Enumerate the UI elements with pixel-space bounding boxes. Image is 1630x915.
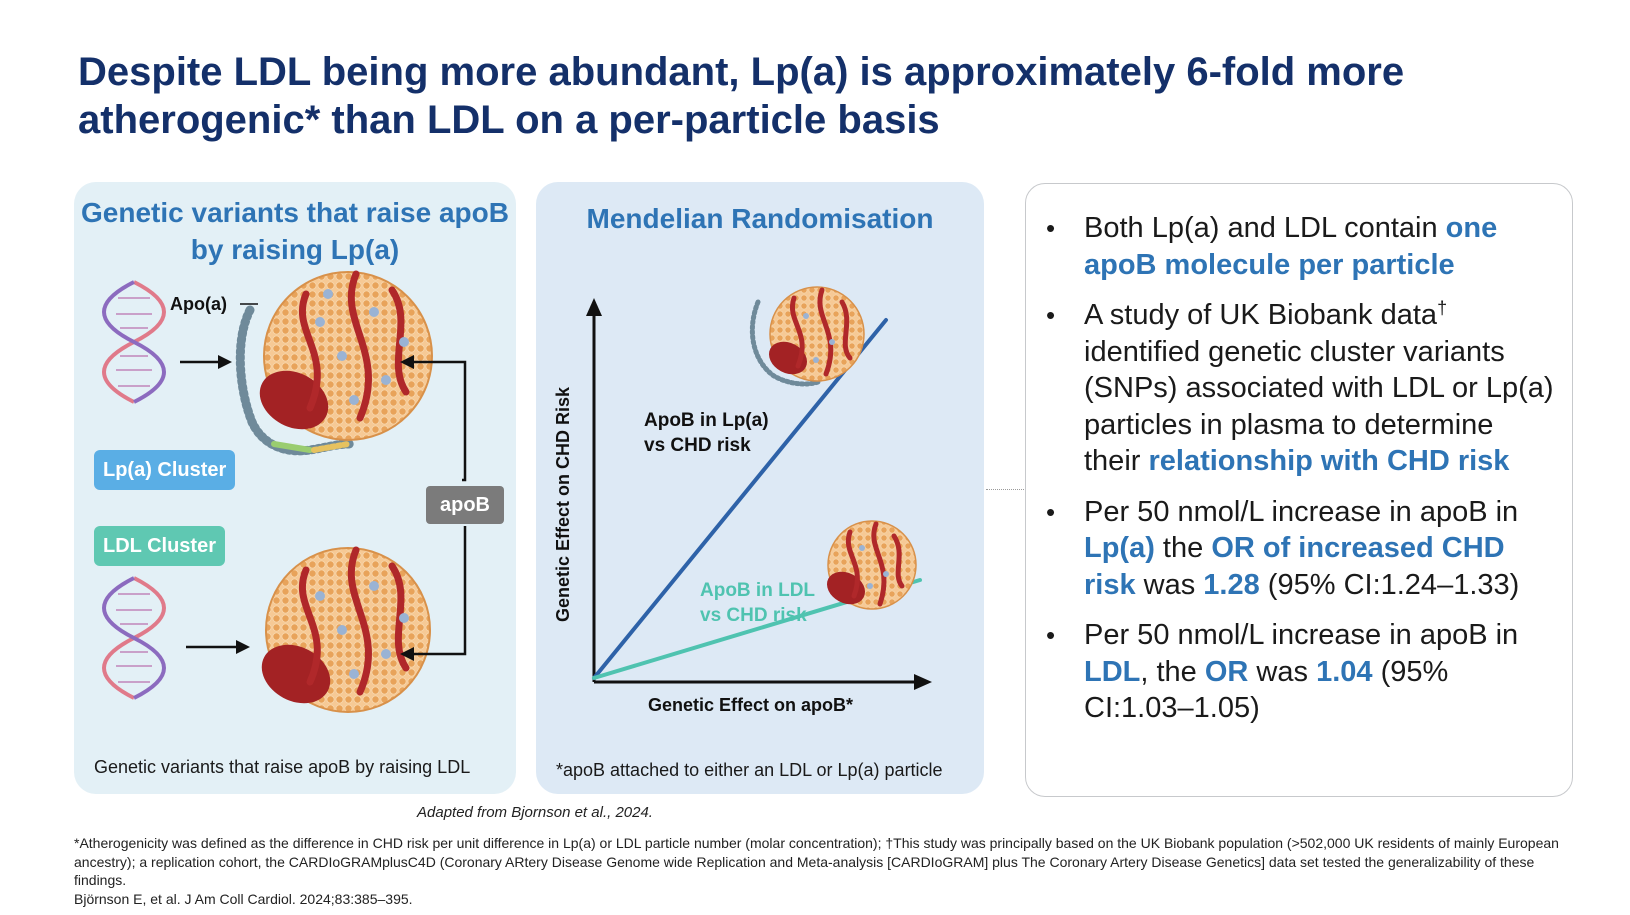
bullet-highlight: relationship with CHD risk: [1148, 445, 1510, 477]
apob-connector: [400, 355, 467, 661]
arrow-right-icon: [186, 640, 250, 654]
y-axis-label: Genetic Effect on CHD Risk: [553, 386, 573, 622]
bullet-text: Per 50 nmol/L increase in apoB in: [1084, 495, 1519, 528]
ldl-particle-icon: [261, 546, 431, 713]
bullet-highlight: one apoB molecule per particle: [1084, 212, 1498, 281]
mr-panel-caption: *apoB attached to either an LDL or Lp(a)…: [556, 760, 943, 780]
bullet-text: (95% CI:1.24–1.33): [1259, 568, 1520, 601]
series-label-lpa: ApoB in Lp(a) vs CHD risk: [644, 408, 769, 458]
bullet-highlight: 1.28: [1203, 568, 1260, 601]
arrow-right-icon: [180, 355, 232, 369]
lpa-particle-icon: [749, 286, 865, 387]
series-label-ldl: ApoB in LDL vs CHD risk: [700, 578, 815, 628]
x-axis: [594, 674, 932, 690]
footnote: *Atherogenicity was defined as the diffe…: [74, 834, 1574, 908]
bullet-item: Both Lp(a) and LDL contain one apoB mole…: [1046, 210, 1556, 283]
series-line-lpa: [592, 318, 888, 680]
bullet-text: was: [1135, 568, 1204, 601]
bullet-highlight: Lp(a): [1084, 532, 1155, 564]
lpa-particle-icon: [259, 270, 433, 441]
bullet-text: A study of UK Biobank data: [1084, 299, 1438, 331]
adapted-source: Adapted from Bjornson et al., 2024.: [417, 804, 653, 821]
bullet-text: Per 50 nmol/L increase in apoB in: [1084, 619, 1519, 651]
bullet-text: the: [1154, 532, 1212, 564]
footnote-definitions: *Atherogenicity was defined as the diffe…: [74, 835, 1559, 888]
apoa-label: Apo(a): [170, 294, 227, 314]
bullet-highlight: LDL: [1084, 655, 1141, 688]
panel-connector: [986, 489, 1024, 490]
y-axis: [586, 298, 602, 682]
series-label-lpa-line1: ApoB in Lp(a): [644, 410, 769, 431]
findings-list: Both Lp(a) and LDL contain one apoB mole…: [1046, 210, 1556, 741]
series-label-ldl-line2: vs CHD risk: [700, 605, 807, 626]
bullet-text: was: [1248, 655, 1317, 688]
ldl-particle-icon: [826, 520, 917, 610]
series-label-lpa-line2: vs CHD risk: [644, 435, 751, 456]
bullet-text: Both Lp(a) and LDL contain: [1084, 212, 1446, 244]
bullet-highlight: OR of increased CHD risk: [1084, 532, 1505, 601]
genetic-panel-caption: Genetic variants that raise apoB by rais…: [94, 757, 471, 777]
apob-badge: apoB: [426, 486, 504, 524]
apoa-strand-icon: [235, 303, 355, 456]
dna-helix-icon: [102, 576, 166, 700]
mr-panel-heading: Mendelian Randomisation: [586, 203, 934, 234]
bullet-text: , the: [1140, 655, 1205, 688]
dna-helix-icon: [102, 280, 166, 404]
lpa-cluster-label: Lp(a) Cluster: [94, 450, 236, 490]
x-axis-label: Genetic Effect on apoB*: [648, 695, 854, 715]
footnote-reference: Björnson E, et al. J Am Coll Cardiol. 20…: [74, 890, 413, 907]
ldl-cluster-label: LDL Cluster: [94, 526, 225, 566]
bullet-item: A study of UK Biobank data† identified g…: [1046, 297, 1556, 480]
bullet-text: (95% CI:1.03–1.05): [1084, 655, 1449, 725]
mr-chart: [586, 286, 932, 690]
slide-title: Despite LDL being more abundant, Lp(a) i…: [78, 50, 1405, 142]
dagger-footnote-mark: †: [1437, 298, 1448, 318]
series-label-ldl-line1: ApoB in LDL: [700, 580, 816, 601]
bullet-highlight: 1.04: [1316, 655, 1373, 688]
bullet-item: Per 50 nmol/L increase in apoB in LDL, t…: [1046, 617, 1556, 727]
genetic-illustration: [102, 270, 467, 713]
bullet-highlight: OR: [1204, 655, 1249, 688]
genetic-panel-heading: Genetic variants that raise apoB by rais…: [81, 197, 509, 265]
bullet-item: Per 50 nmol/L increase in apoB in Lp(a) …: [1046, 494, 1556, 604]
genetic-variants-panel: Genetic variants that raise apoB by rais…: [74, 182, 516, 794]
findings-panel: Both Lp(a) and LDL contain one apoB mole…: [1025, 183, 1573, 797]
bullet-text: identified genetic cluster variants (SNP…: [1084, 335, 1554, 478]
mendelian-randomisation-panel: Mendelian Randomisation: [536, 182, 984, 794]
